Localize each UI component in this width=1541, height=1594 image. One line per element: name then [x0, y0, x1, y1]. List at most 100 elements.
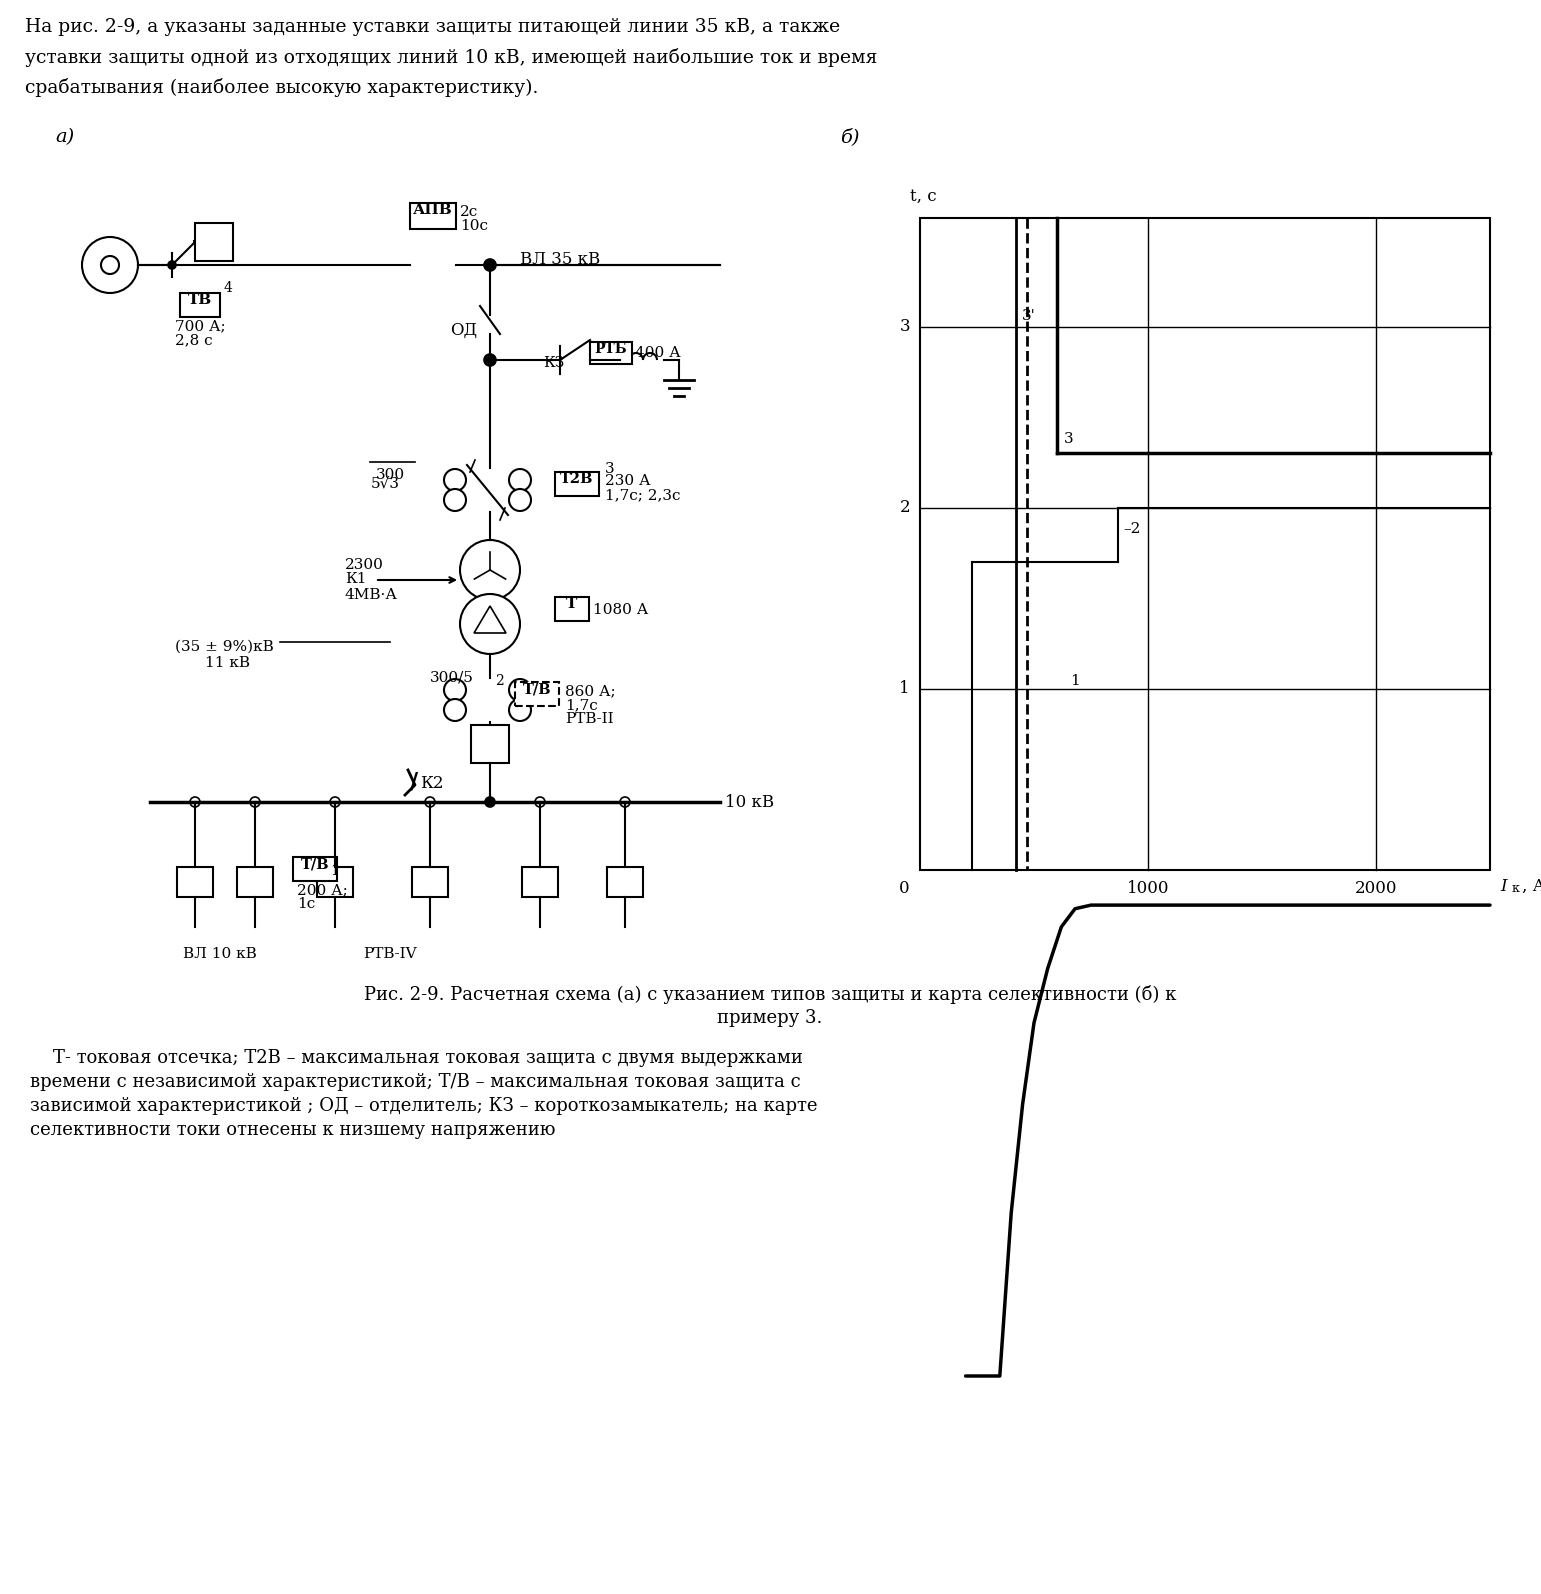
Bar: [317, 867, 353, 897]
Bar: [522, 867, 558, 897]
Circle shape: [484, 354, 496, 367]
Text: а): а): [55, 128, 74, 147]
Bar: [472, 725, 509, 764]
Circle shape: [509, 679, 532, 701]
Bar: [555, 472, 599, 496]
Text: /: /: [410, 770, 418, 792]
Bar: [410, 202, 456, 230]
Text: 2,8 с: 2,8 с: [176, 333, 213, 347]
Text: 2: 2: [495, 674, 504, 689]
Text: (35 ± 9%)кВ: (35 ± 9%)кВ: [176, 641, 274, 654]
Text: 1с: 1с: [297, 897, 316, 912]
Text: 1: 1: [330, 864, 339, 878]
Circle shape: [82, 238, 139, 293]
Text: 2с: 2с: [461, 206, 478, 218]
Circle shape: [461, 540, 519, 599]
Text: Т/В: Т/В: [522, 682, 552, 697]
Text: 1000: 1000: [1126, 880, 1170, 897]
Text: времени с независимой характеристикой; Т/В – максимальная токовая защита с: времени с независимой характеристикой; Т…: [29, 1073, 801, 1090]
Text: Т2В: Т2В: [561, 472, 593, 486]
Text: примеру 3.: примеру 3.: [717, 1009, 823, 1027]
Bar: [237, 867, 273, 897]
Text: 2: 2: [900, 499, 911, 516]
Bar: [555, 598, 589, 622]
Circle shape: [444, 469, 465, 491]
Text: 700 А;: 700 А;: [176, 319, 225, 333]
Text: 3: 3: [606, 462, 615, 477]
Text: 200 А;: 200 А;: [297, 883, 348, 897]
Text: На рис. 2-9, а указаны заданные уставки защиты питающей линии 35 кВ, а также: На рис. 2-9, а указаны заданные уставки …: [25, 18, 840, 37]
Text: Т/В: Т/В: [300, 858, 330, 870]
Text: РТВ-II: РТВ-II: [566, 713, 613, 725]
Text: 4МВ·А: 4МВ·А: [345, 588, 398, 603]
Circle shape: [535, 797, 546, 807]
Text: t, с: t, с: [911, 188, 937, 206]
Circle shape: [250, 797, 260, 807]
Text: Т- токовая отсечка; Т2В – максимальная токовая защита с двумя выдержками: Т- токовая отсечка; Т2В – максимальная т…: [29, 1049, 803, 1066]
Circle shape: [509, 700, 532, 720]
Text: 300/5: 300/5: [430, 669, 475, 684]
Text: К1: К1: [345, 572, 367, 587]
Text: I: I: [1499, 878, 1507, 894]
Circle shape: [425, 797, 435, 807]
Text: КЗ: КЗ: [542, 355, 564, 370]
Text: 1,7с: 1,7с: [566, 698, 598, 713]
Text: , А: , А: [1523, 878, 1541, 894]
Text: Т: Т: [567, 598, 578, 611]
Bar: [293, 858, 337, 881]
Text: 300: 300: [376, 469, 405, 481]
Text: 860 А;: 860 А;: [566, 684, 615, 698]
Text: РТБ: РТБ: [595, 343, 627, 355]
Text: уставки защиты одной из отходящих линий 10 кВ, имеющей наибольшие ток и время: уставки защиты одной из отходящих линий …: [25, 48, 877, 67]
Circle shape: [330, 797, 341, 807]
Text: 5√3: 5√3: [370, 477, 399, 489]
Text: ВЛ 10 кВ: ВЛ 10 кВ: [183, 947, 257, 961]
Text: 1080 А: 1080 А: [593, 603, 649, 617]
Bar: [515, 682, 559, 706]
Bar: [177, 867, 213, 897]
Text: 0: 0: [900, 880, 911, 897]
Circle shape: [444, 679, 465, 701]
Circle shape: [461, 595, 519, 654]
Text: ТВ: ТВ: [188, 293, 213, 308]
Text: АПВ: АПВ: [413, 202, 453, 217]
Text: 2000: 2000: [1355, 880, 1398, 897]
Text: 1,7с; 2,3с: 1,7с; 2,3с: [606, 488, 681, 502]
Text: 4: 4: [223, 281, 233, 295]
Text: Рис. 2-9. Расчетная схема (а) с указанием типов защиты и карта селективности (б): Рис. 2-9. Расчетная схема (а) с указание…: [364, 985, 1176, 1004]
Text: 11 кВ: 11 кВ: [205, 657, 250, 669]
Text: 3: 3: [900, 319, 911, 335]
Circle shape: [509, 469, 532, 491]
Text: РТВ-IV: РТВ-IV: [364, 947, 416, 961]
Circle shape: [444, 489, 465, 512]
Text: селективности токи отнесены к низшему напряжению: селективности токи отнесены к низшему на…: [29, 1121, 555, 1140]
Circle shape: [484, 258, 496, 271]
Text: 1: 1: [900, 681, 911, 698]
Circle shape: [168, 261, 176, 269]
Text: 400 А: 400 А: [635, 346, 681, 360]
Circle shape: [190, 797, 200, 807]
Bar: [411, 867, 448, 897]
Text: 1: 1: [1071, 674, 1080, 689]
Circle shape: [509, 489, 532, 512]
Text: б): б): [840, 128, 860, 147]
Text: ОД: ОД: [450, 322, 478, 340]
Bar: [920, 218, 1490, 870]
Circle shape: [444, 700, 465, 720]
Bar: [607, 867, 643, 897]
Text: К2: К2: [421, 775, 444, 792]
Bar: [180, 293, 220, 317]
Text: 3: 3: [1063, 432, 1073, 446]
Text: –2: –2: [1123, 523, 1140, 536]
Text: ВЛ 35 кВ: ВЛ 35 кВ: [519, 250, 601, 268]
Circle shape: [619, 797, 630, 807]
Text: 230 А: 230 А: [606, 473, 650, 488]
Text: 2300: 2300: [345, 558, 384, 572]
Bar: [196, 223, 233, 261]
Bar: [590, 343, 632, 363]
Text: зависимой характеристикой ; ОД – отделитель; КЗ – короткозамыкатель; на карте: зависимой характеристикой ; ОД – отделит…: [29, 1097, 817, 1114]
Text: 10 кВ: 10 кВ: [724, 794, 774, 810]
Text: к: к: [1512, 881, 1519, 894]
Text: 3': 3': [1022, 309, 1036, 322]
Circle shape: [485, 797, 495, 807]
